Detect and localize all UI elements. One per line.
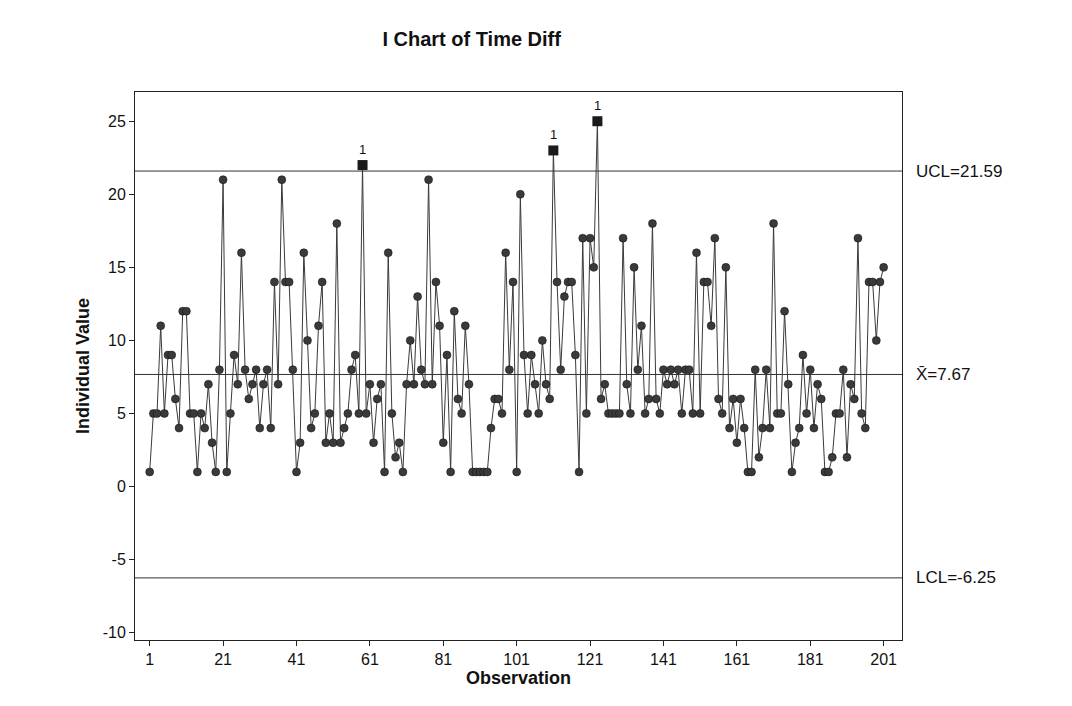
svg-text:Observation: Observation xyxy=(466,668,571,688)
svg-text:5: 5 xyxy=(117,405,126,422)
svg-text:181: 181 xyxy=(797,651,824,668)
svg-text:-10: -10 xyxy=(103,624,126,641)
svg-text:41: 41 xyxy=(288,651,306,668)
svg-text:X̄=7.67: X̄=7.67 xyxy=(916,365,970,384)
svg-text:15: 15 xyxy=(108,259,126,276)
svg-text:0: 0 xyxy=(117,478,126,495)
svg-text:1: 1 xyxy=(359,142,366,157)
svg-text:201: 201 xyxy=(870,651,897,668)
svg-text:1: 1 xyxy=(550,127,557,142)
svg-text:81: 81 xyxy=(434,651,452,668)
svg-text:LCL=-6.25: LCL=-6.25 xyxy=(916,568,996,587)
svg-text:1: 1 xyxy=(594,98,601,113)
svg-text:1: 1 xyxy=(145,651,154,668)
svg-text:61: 61 xyxy=(361,651,379,668)
svg-text:21: 21 xyxy=(214,651,232,668)
svg-text:101: 101 xyxy=(503,651,530,668)
svg-text:161: 161 xyxy=(724,651,751,668)
svg-text:10: 10 xyxy=(108,332,126,349)
svg-text:141: 141 xyxy=(650,651,677,668)
svg-text:UCL=21.59: UCL=21.59 xyxy=(916,162,1002,181)
svg-text:25: 25 xyxy=(108,113,126,130)
svg-text:-5: -5 xyxy=(112,551,126,568)
svg-text:20: 20 xyxy=(108,186,126,203)
svg-text:I Chart of Time Diff: I Chart of Time Diff xyxy=(382,28,561,50)
svg-text:121: 121 xyxy=(577,651,604,668)
svg-text:Individual Value: Individual Value xyxy=(73,298,93,434)
